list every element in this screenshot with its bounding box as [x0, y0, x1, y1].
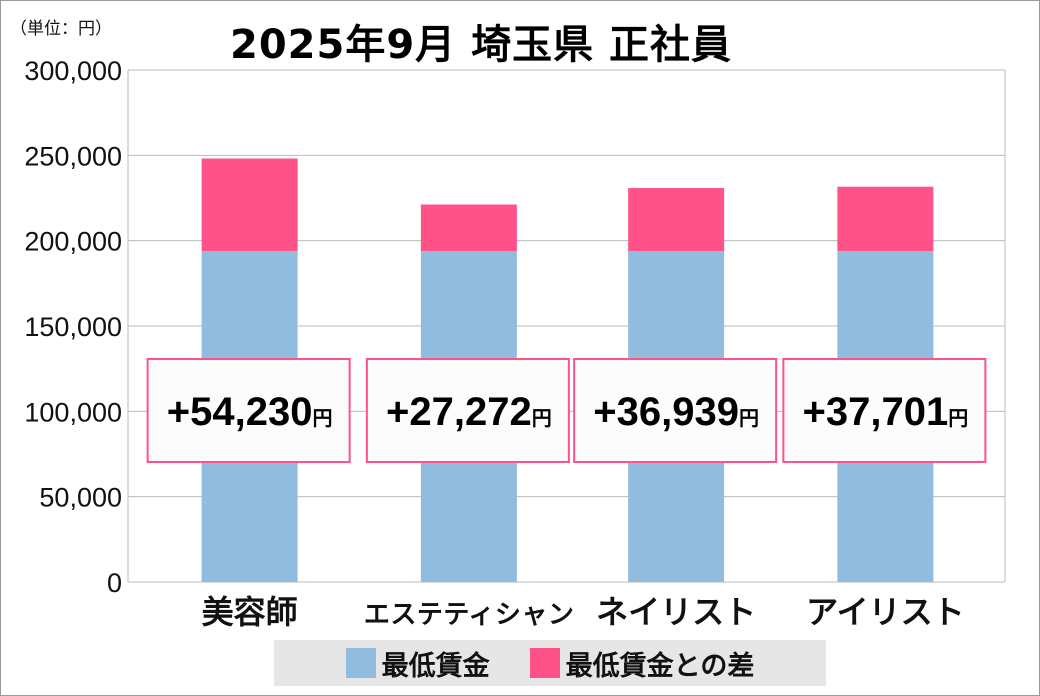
y-tick-label: 50,000: [39, 483, 122, 513]
bar-diff-3: [837, 186, 934, 252]
y-tick-label: 0: [107, 568, 122, 598]
data-label: +36,939円: [593, 390, 759, 434]
legend-label-diff: 最低賃金との差: [565, 650, 755, 682]
data-label-box: [573, 358, 778, 463]
legend-label-base: 最低賃金: [381, 650, 490, 682]
bar-diff-1: [420, 204, 517, 252]
data-label-box: [146, 358, 351, 463]
data-label-box: [365, 358, 570, 463]
y-tick-label: 100,000: [24, 397, 122, 427]
legend-swatch-diff: [529, 648, 560, 678]
y-tick-label: 150,000: [24, 312, 122, 342]
bar-diff-2: [628, 188, 725, 252]
x-tick-label: ネイリスト: [596, 593, 756, 631]
data-label: +37,701円: [803, 390, 969, 434]
legend-item-base: 最低賃金: [345, 644, 490, 683]
data-label-box: [782, 358, 987, 463]
legend: 最低賃金 最低賃金との差: [274, 640, 826, 686]
x-tick-label: アイリスト: [806, 593, 964, 631]
y-tick-label: 250,000: [24, 141, 122, 171]
x-tick-label: 美容師: [202, 593, 298, 631]
y-tick-label: 300,000: [24, 56, 122, 86]
unit-label: （単位：円）: [10, 19, 112, 39]
x-tick-label: エステティシャン: [364, 600, 574, 630]
bar-diff-0: [201, 158, 298, 252]
legend-item-diff: 最低賃金との差: [529, 644, 755, 683]
data-label: +27,272円: [386, 390, 552, 434]
legend-swatch-base: [345, 648, 376, 678]
data-label: +54,230円: [167, 390, 333, 434]
y-tick-label: 200,000: [24, 227, 122, 257]
chart-title: 2025年9月 埼玉県 正社員: [230, 22, 733, 68]
